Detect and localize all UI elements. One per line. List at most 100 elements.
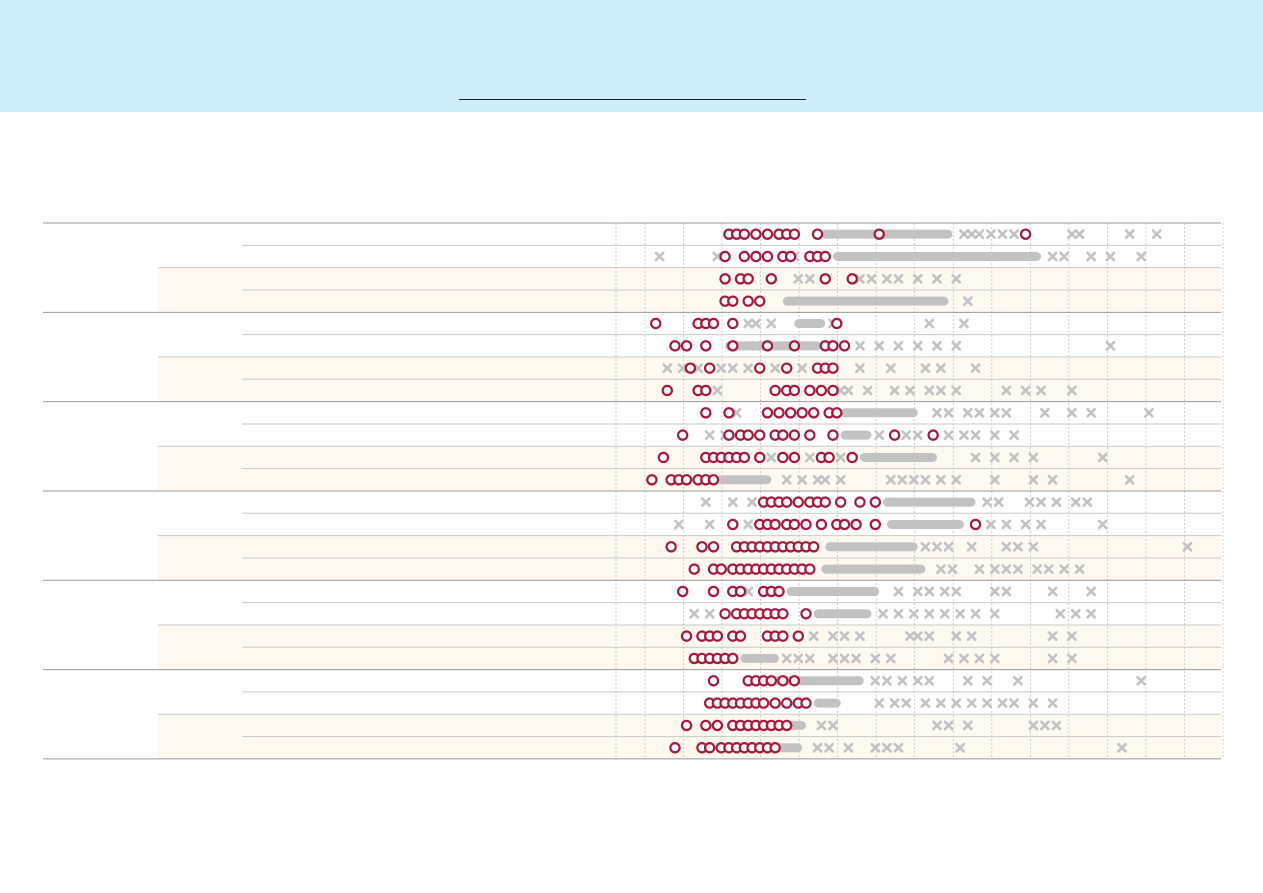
other-marker — [781, 653, 792, 664]
other-marker — [1066, 631, 1077, 642]
other-marker — [924, 631, 935, 642]
other-marker — [943, 541, 954, 552]
other-marker — [820, 474, 831, 485]
other-marker — [1001, 519, 1012, 530]
highlight-marker — [888, 429, 901, 441]
other-marker — [1024, 497, 1035, 508]
other-marker — [1136, 251, 1147, 262]
other-marker — [970, 430, 981, 441]
other-marker — [1009, 430, 1019, 441]
highlight-marker — [823, 451, 835, 464]
other-marker — [943, 653, 954, 664]
others-dense-range — [886, 519, 964, 529]
other-marker — [1039, 720, 1050, 731]
other-marker — [1028, 720, 1039, 731]
other-marker — [750, 318, 761, 329]
highlight-marker — [834, 496, 847, 508]
other-marker — [700, 497, 711, 508]
other-marker — [935, 474, 946, 485]
other-marker — [743, 318, 754, 329]
highlight-marker — [773, 407, 785, 419]
others-dense-range — [825, 542, 918, 552]
highlight-marker — [700, 340, 712, 352]
other-marker — [1028, 541, 1039, 552]
other-marker — [986, 519, 996, 530]
other-marker — [1028, 452, 1039, 463]
other-marker — [989, 586, 1000, 597]
highlight-marker — [761, 407, 774, 419]
other-marker — [1097, 452, 1108, 463]
highlight-marker — [807, 541, 820, 553]
highlight-marker — [800, 608, 812, 620]
highlight-marker — [742, 295, 754, 307]
row-band — [158, 446, 1221, 469]
other-marker — [712, 385, 723, 396]
other-marker — [935, 564, 946, 575]
other-marker — [989, 608, 1000, 619]
other-marker — [955, 742, 966, 753]
highlight-marker — [846, 451, 858, 464]
other-marker — [982, 497, 992, 508]
other-marker — [1055, 608, 1066, 619]
other-marker — [1070, 497, 1081, 508]
other-marker — [893, 273, 904, 284]
other-marker — [793, 653, 804, 664]
other-marker — [905, 385, 915, 396]
other-marker — [1051, 497, 1062, 508]
other-marker — [654, 251, 665, 262]
highlight-marker — [707, 675, 720, 687]
other-marker — [885, 363, 896, 374]
other-marker — [712, 251, 723, 262]
other-marker — [1001, 407, 1012, 418]
highlight-marker — [788, 675, 801, 687]
other-marker — [989, 430, 1000, 441]
highlight-marker — [811, 228, 824, 240]
highlight-marker — [777, 630, 789, 642]
other-marker — [878, 608, 888, 619]
other-marker — [1051, 720, 1062, 731]
other-marker — [1047, 653, 1058, 664]
row-band — [158, 379, 1221, 402]
other-marker — [982, 675, 992, 686]
other-marker — [932, 720, 942, 731]
other-marker — [716, 363, 727, 374]
other-marker — [1009, 229, 1019, 240]
others-dense-range — [840, 408, 918, 418]
other-marker — [835, 452, 846, 463]
others-markers — [654, 229, 1193, 753]
row-band — [158, 289, 1221, 313]
other-marker — [966, 698, 977, 708]
highlight-marker — [723, 429, 735, 441]
other-marker — [1124, 229, 1135, 240]
other-marker — [1086, 251, 1097, 262]
other-marker — [743, 363, 754, 374]
other-marker — [1001, 586, 1012, 597]
other-marker — [908, 474, 919, 485]
highlight-marker — [800, 518, 812, 531]
highlight-marker — [665, 541, 677, 553]
other-marker — [828, 631, 838, 642]
other-marker — [889, 698, 900, 708]
highlight-marker — [777, 608, 789, 620]
other-marker — [1151, 229, 1162, 240]
other-marker — [770, 363, 781, 374]
other-marker — [962, 675, 973, 686]
other-marker — [912, 586, 923, 597]
highlight-marker — [781, 697, 793, 709]
row-rules — [43, 222, 1221, 760]
highlight-marker — [781, 719, 793, 732]
others-dense-range — [717, 475, 772, 485]
other-marker — [804, 452, 815, 463]
other-marker — [908, 608, 919, 619]
other-marker — [870, 742, 881, 753]
other-marker — [1009, 698, 1019, 708]
other-marker — [1105, 251, 1116, 262]
other-marker — [970, 363, 981, 374]
highlight-marker — [827, 362, 839, 374]
highlight-marker — [727, 295, 739, 307]
other-marker — [1028, 698, 1039, 708]
other-marker — [974, 229, 985, 240]
highlight-marker — [696, 541, 708, 553]
other-marker — [920, 698, 931, 708]
other-marker — [912, 430, 923, 441]
